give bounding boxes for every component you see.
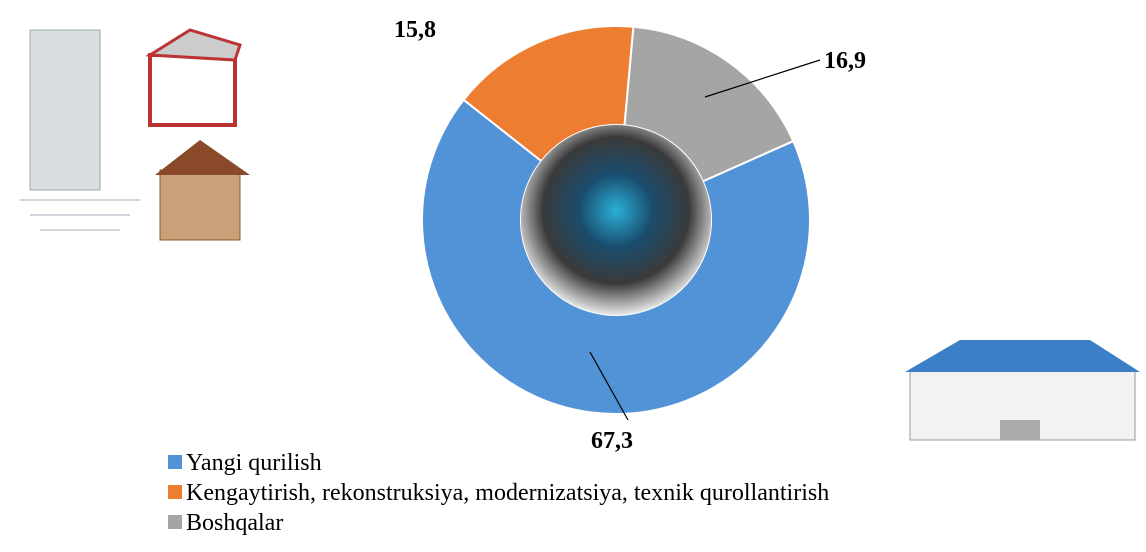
legend-label: Yangi qurilish: [186, 450, 322, 476]
labels: 67,3 15,8 16,9 Yangi qurilish Kengaytirish, …: [168, 17, 866, 536]
building-illustration: [20, 28, 250, 241]
center-image: [521, 125, 711, 315]
legend-swatch: [168, 515, 182, 529]
leader-line: [704, 59, 821, 98]
legend-label: Boshqalar: [186, 510, 283, 536]
leader-line: [589, 351, 629, 421]
legend-swatch: [168, 485, 182, 499]
legend-label: Kengaytirish, rekonstruksiya, modernizat…: [186, 480, 829, 506]
data-label: 67,3: [591, 428, 633, 454]
donut: [421, 25, 811, 415]
data-label: 16,9: [824, 48, 866, 74]
legend-swatch: [168, 455, 182, 469]
school-illustration: [905, 340, 1140, 441]
data-label: 15,8: [394, 17, 436, 43]
